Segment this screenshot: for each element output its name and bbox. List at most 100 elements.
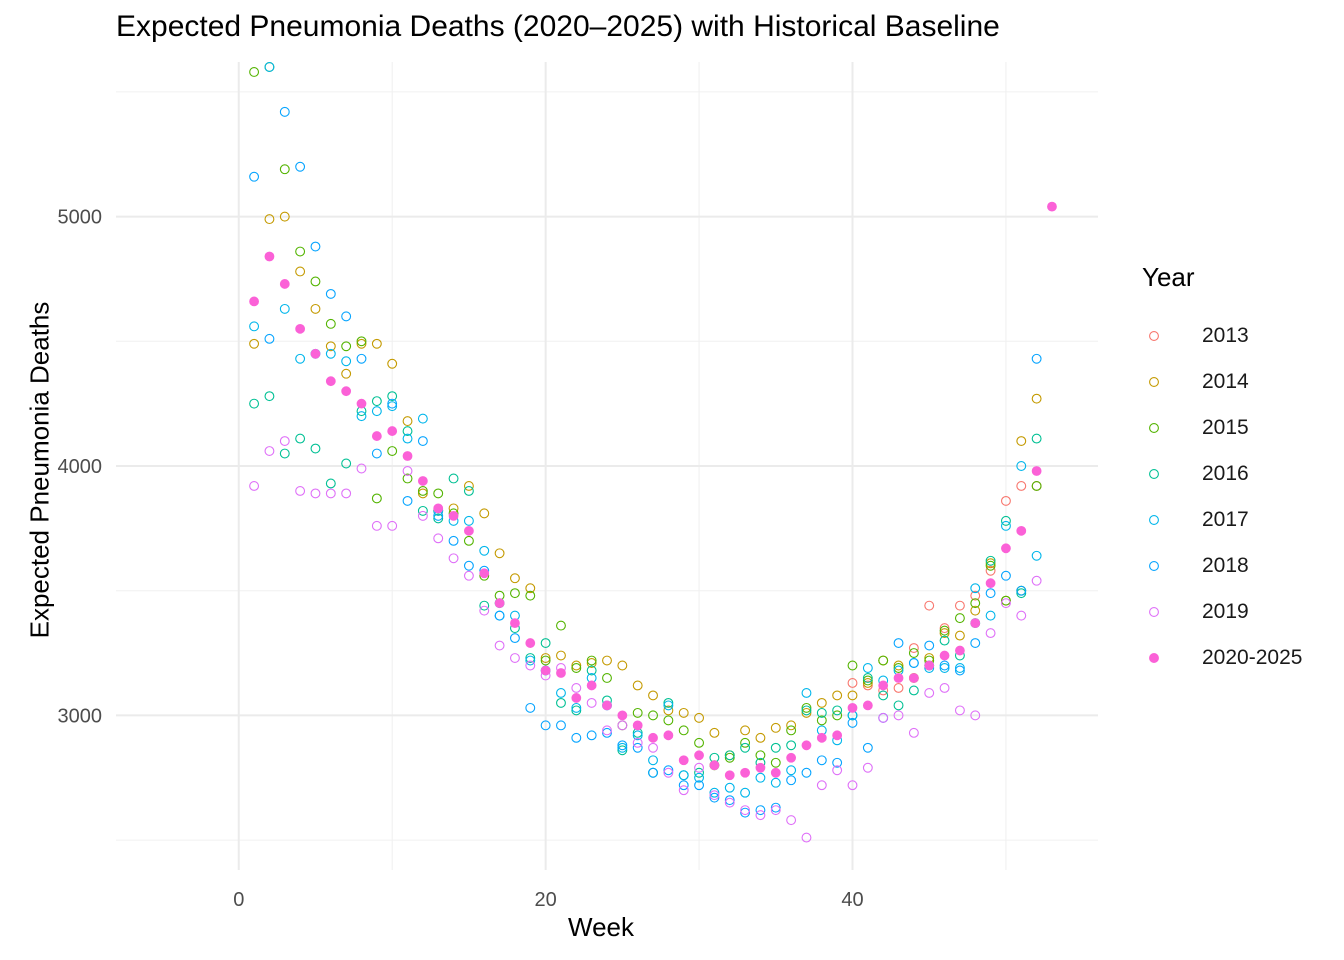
- data-point: [816, 755, 827, 766]
- data-point: [325, 478, 336, 489]
- data-point: [463, 485, 474, 496]
- data-point: [694, 762, 705, 773]
- data-point: [862, 663, 873, 673]
- data-point: [479, 600, 490, 611]
- x-tick-label: 0: [233, 889, 244, 911]
- data-point: [694, 750, 704, 761]
- data-point: [985, 560, 996, 571]
- data-point: [1000, 598, 1011, 609]
- legend-item: 2019: [1142, 589, 1302, 635]
- data-point: [509, 588, 520, 599]
- data-point: [770, 777, 781, 788]
- data-point: [249, 296, 259, 307]
- data-point: [1016, 436, 1027, 447]
- legend-marker: [1149, 331, 1159, 341]
- data-point: [249, 67, 260, 77]
- data-point: [648, 767, 658, 778]
- data-point: [525, 660, 536, 671]
- data-point: [632, 720, 643, 731]
- data-point: [970, 583, 981, 594]
- data-point: [249, 481, 260, 491]
- data-point: [1000, 570, 1011, 581]
- data-point: [801, 740, 812, 751]
- data-point: [985, 565, 996, 576]
- data-point: [847, 678, 858, 688]
- data-point: [939, 635, 950, 646]
- data-point: [740, 787, 751, 798]
- data-point: [632, 680, 643, 691]
- legend-item: 2018: [1142, 543, 1302, 589]
- data-point: [494, 548, 505, 559]
- legend-key: [1149, 607, 1159, 617]
- data-point: [878, 655, 889, 666]
- data-point: [341, 341, 352, 352]
- data-point: [786, 725, 797, 736]
- data-point: [632, 737, 643, 748]
- data-point: [310, 443, 321, 454]
- data-point: [954, 613, 965, 624]
- data-point: [556, 650, 566, 661]
- data-point: [556, 687, 566, 698]
- data-point: [893, 638, 904, 649]
- data-point: [770, 757, 781, 768]
- data-point: [985, 588, 996, 599]
- data-point: [755, 750, 766, 761]
- data-point: [571, 693, 582, 703]
- data-point: [463, 535, 474, 546]
- data-point: [970, 605, 981, 616]
- data-point: [755, 772, 766, 783]
- data-point: [970, 598, 981, 609]
- x-tick-label: 20: [535, 889, 557, 911]
- data-point: [678, 770, 689, 781]
- data-point: [786, 815, 797, 826]
- data-point: [571, 705, 582, 716]
- data-point: [356, 353, 367, 364]
- legend-item: 2014: [1142, 359, 1302, 405]
- data-point: [279, 211, 290, 222]
- data-point: [954, 665, 965, 676]
- data-point: [740, 807, 751, 818]
- data-point: [694, 712, 705, 723]
- data-point: [509, 573, 520, 584]
- data-point: [279, 303, 290, 314]
- data-point: [433, 513, 444, 524]
- data-point: [540, 655, 551, 666]
- data-point: [264, 446, 275, 456]
- x-tick-label: 40: [841, 889, 863, 911]
- data-point: [740, 805, 751, 816]
- data-point: [463, 481, 474, 491]
- data-point: [816, 697, 827, 708]
- data-point: [678, 755, 689, 766]
- data-point: [862, 762, 873, 773]
- data-point: [402, 433, 413, 444]
- y-tick-label: 3000: [58, 705, 103, 727]
- data-point: [939, 650, 950, 661]
- data-point: [970, 618, 981, 629]
- data-point: [433, 533, 444, 544]
- data-point: [556, 720, 566, 731]
- legend-key: [1149, 653, 1159, 663]
- data-point: [878, 680, 889, 691]
- data-point: [556, 668, 566, 678]
- series-2018: [249, 106, 1042, 818]
- data-point: [602, 700, 612, 711]
- data-point: [709, 792, 720, 803]
- data-point: [586, 697, 597, 708]
- legend-item: 2013: [1142, 313, 1302, 359]
- legend-label: 2014: [1202, 370, 1249, 393]
- data-point: [847, 717, 858, 728]
- data-point: [924, 660, 935, 671]
- data-point: [1031, 393, 1042, 404]
- gridlines: [116, 62, 1098, 870]
- data-point: [586, 665, 597, 676]
- y-tick-label: 5000: [58, 207, 103, 229]
- data-point: [893, 660, 904, 671]
- data-point: [985, 610, 996, 621]
- data-point: [479, 508, 490, 519]
- data-point: [1000, 495, 1011, 506]
- data-point: [494, 610, 505, 621]
- data-point: [325, 488, 336, 499]
- data-point: [417, 476, 428, 486]
- data-point: [832, 757, 843, 768]
- data-point: [694, 780, 705, 791]
